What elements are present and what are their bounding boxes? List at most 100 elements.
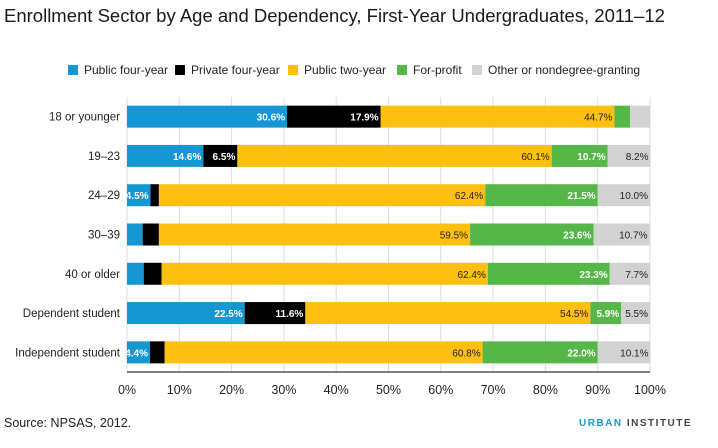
urban-institute-logo: URBAN INSTITUTE: [579, 418, 692, 429]
data-label: 11.6%: [276, 309, 304, 320]
bar-segment: [609, 262, 650, 285]
legend-swatch: [288, 65, 298, 75]
legend-swatch: [472, 65, 482, 75]
chart-title: Enrollment Sector by Age and Dependency,…: [4, 5, 665, 26]
legend-swatch: [175, 65, 185, 75]
data-label: 10.7%: [577, 152, 605, 163]
x-tick-label: 70%: [481, 383, 506, 397]
legend-swatch: [68, 65, 78, 75]
bar-segment: [158, 223, 471, 246]
bar-segment: [150, 184, 159, 207]
category-label: 18 or younger: [49, 112, 120, 124]
bar-segment: [380, 105, 615, 128]
legend-swatch: [397, 65, 407, 75]
data-label: 5.5%: [625, 309, 648, 320]
legend-item-public-two-year: Public two-year: [288, 60, 386, 80]
bar-segment: [142, 223, 159, 246]
data-label: 22.5%: [214, 309, 242, 320]
bar-segment: [607, 144, 651, 167]
bar-segment: [150, 341, 165, 364]
category-label: 19–23: [88, 151, 120, 163]
bar-segment: [127, 223, 143, 246]
bar-segment: [482, 341, 598, 364]
data-label: 10.0%: [620, 191, 648, 202]
x-tick-label: 100%: [634, 383, 666, 397]
bar-segment: [127, 184, 151, 207]
legend-label: For-profit: [413, 63, 462, 77]
category-label: Independent student: [15, 347, 121, 359]
data-label: 17.9%: [350, 113, 378, 124]
source-note: Source: NPSAS, 2012.: [4, 416, 132, 430]
bar-segment: [161, 262, 488, 285]
bar-segment: [237, 144, 552, 167]
x-tick-label: 60%: [428, 383, 453, 397]
data-label: 6.5%: [213, 152, 236, 163]
category-label: 24–29: [88, 190, 120, 202]
data-label: 10.1%: [620, 348, 648, 359]
x-tick-label: 20%: [219, 383, 244, 397]
bar-segment: [590, 302, 622, 325]
bar-segment: [470, 223, 594, 246]
data-label: 22.0%: [567, 348, 595, 359]
legend-item-public-four-year: Public four-year: [68, 60, 168, 80]
bar-segment: [127, 105, 288, 128]
bar-segment: [551, 144, 608, 167]
bar-segment: [593, 223, 650, 246]
x-tick-label: 0%: [118, 383, 136, 397]
data-label: 62.4%: [455, 191, 483, 202]
brand-part1: URBAN: [579, 418, 623, 429]
data-label: 10.7%: [619, 231, 647, 242]
data-label: 8.2%: [626, 152, 649, 163]
category-label: 30–39: [88, 230, 120, 242]
bar-segment: [487, 262, 610, 285]
legend-label: Public two-year: [304, 63, 387, 77]
legend-label: Other or nondegree-granting: [488, 63, 641, 77]
bar-segment: [244, 302, 306, 325]
data-label: 23.3%: [579, 270, 607, 281]
legend-item-private-four-year: Private four-year: [175, 60, 280, 80]
data-label: 44.7%: [584, 113, 612, 124]
legend-label: Public four-year: [84, 63, 169, 77]
data-label: 62.4%: [458, 270, 486, 281]
data-label: 4.5%: [126, 191, 149, 202]
bar-segment: [621, 302, 650, 325]
bar-segment: [485, 184, 598, 207]
data-label: 4.4%: [125, 348, 148, 359]
data-label: 7.7%: [625, 270, 648, 281]
bar-segment: [287, 105, 381, 128]
category-label: 40 or older: [65, 269, 120, 281]
chart-legend: Public four-year Private four-year Publi…: [0, 60, 718, 80]
category-label: Dependent student: [23, 308, 121, 320]
x-tick-label: 80%: [533, 383, 558, 397]
bar-segment: [164, 341, 483, 364]
brand-part2: INSTITUTE: [622, 418, 693, 429]
x-tick-label: 90%: [585, 383, 610, 397]
bar-segment: [127, 262, 144, 285]
data-label: 21.5%: [567, 191, 595, 202]
data-label: 59.5%: [440, 231, 468, 242]
legend-label: Private four-year: [191, 63, 280, 77]
legend-item-for-profit: For-profit: [397, 60, 462, 80]
x-tick-label: 10%: [167, 383, 192, 397]
bar-segment: [305, 302, 591, 325]
bar-segment: [127, 341, 151, 364]
bar-segment: [158, 184, 486, 207]
x-tick-label: 50%: [376, 383, 401, 397]
data-label: 60.1%: [521, 152, 549, 163]
data-label: 23.6%: [563, 231, 591, 242]
bar-segment: [614, 105, 631, 128]
bar-segment: [143, 262, 162, 285]
data-label: 14.6%: [173, 152, 201, 163]
data-label: 60.8%: [452, 348, 480, 359]
bar-segment: [127, 302, 245, 325]
data-label: 30.6%: [257, 113, 285, 124]
x-tick-label: 30%: [271, 383, 296, 397]
bar-segment: [630, 105, 650, 128]
bar-segment: [597, 184, 650, 207]
data-label: 54.5%: [560, 309, 588, 320]
legend-item-other: Other or nondegree-granting: [472, 60, 640, 80]
bar-segment: [597, 341, 651, 364]
x-tick-label: 40%: [324, 383, 349, 397]
bar-segment: [127, 144, 204, 167]
